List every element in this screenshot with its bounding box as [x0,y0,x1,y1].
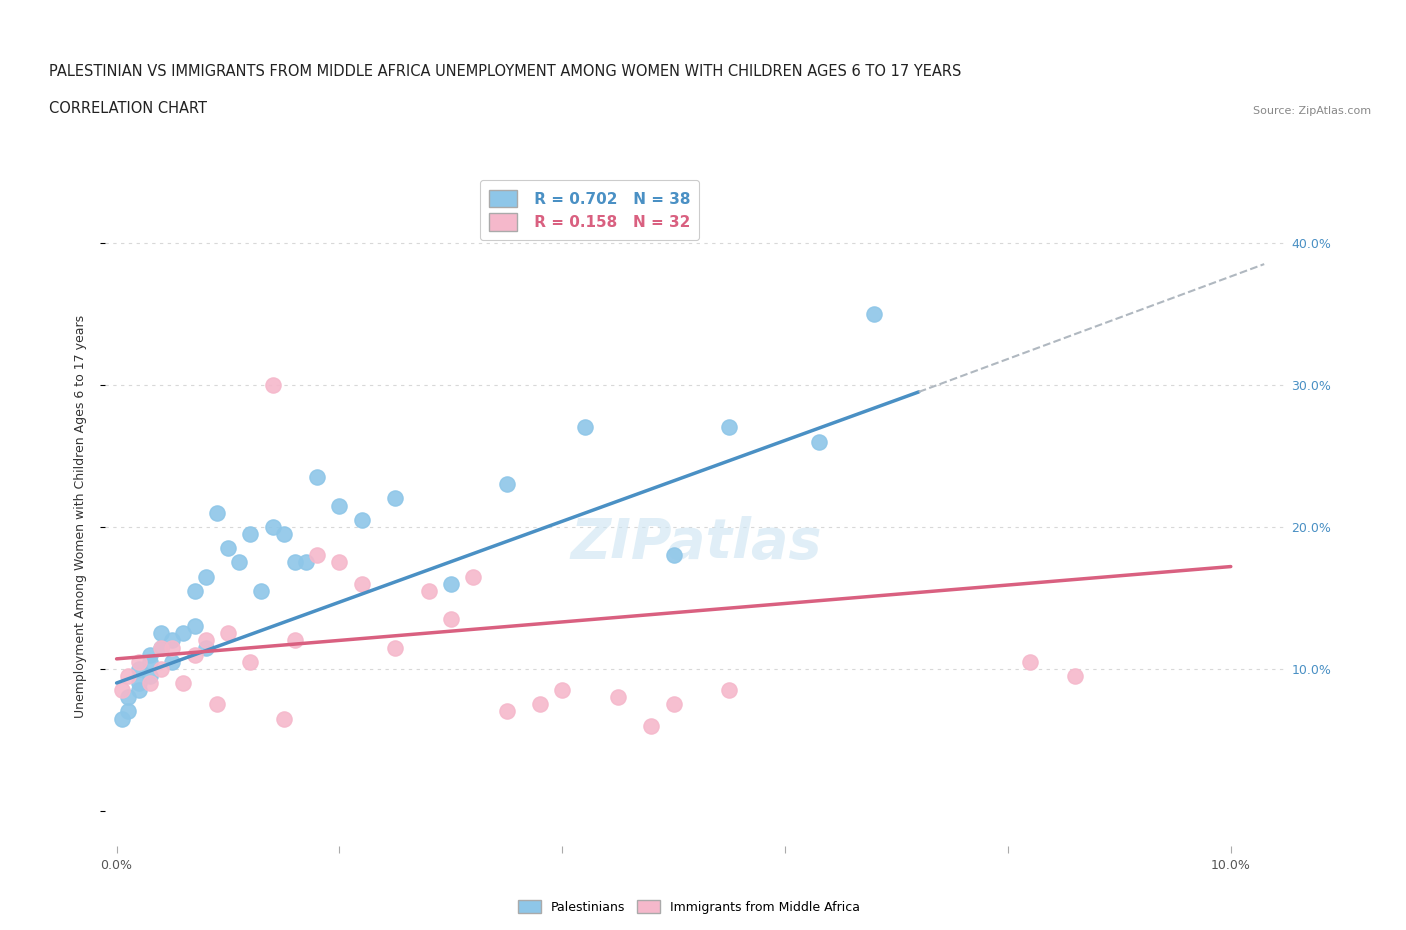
Point [662,697,685,711]
Point [194,640,217,655]
Text: CORRELATION CHART: CORRELATION CHART [49,101,207,116]
Point [217,540,239,555]
Point [150,626,173,641]
Point [495,477,517,492]
Point [273,526,295,541]
Point [250,583,273,598]
Point [1019,655,1042,670]
Text: Source: ZipAtlas.com: Source: ZipAtlas.com [1253,106,1371,116]
Legend:  R = 0.702   N = 38,  R = 0.158   N = 32: R = 0.702 N = 38, R = 0.158 N = 32 [479,180,699,240]
Point [162,633,184,648]
Point [150,661,173,676]
Point [205,505,228,520]
Point [284,633,307,648]
Point [172,626,194,641]
Point [328,498,350,513]
Point [273,711,295,726]
Point [350,512,373,527]
Point [239,526,262,541]
Point [440,577,463,591]
Point [150,640,173,655]
Point [128,655,150,670]
Point [463,569,485,584]
Point [117,690,139,705]
Legend: Palestinians, Immigrants from Middle Africa: Palestinians, Immigrants from Middle Afr… [513,896,865,919]
Point [239,655,262,670]
Point [284,555,307,570]
Point [495,704,517,719]
Y-axis label: Unemployment Among Women with Children Ages 6 to 17 years: Unemployment Among Women with Children A… [75,314,87,718]
Point [640,718,662,733]
Point [128,661,150,676]
Point [384,640,406,655]
Point [117,704,139,719]
Point [440,612,463,627]
Point [162,655,184,670]
Point [162,640,184,655]
Point [418,583,440,598]
Point [607,690,630,705]
Point [384,491,406,506]
Point [139,675,162,690]
Point [139,669,162,684]
Point [350,577,373,591]
Point [1063,669,1085,684]
Point [551,683,574,698]
Point [807,434,830,449]
Point [150,640,173,655]
Point [529,697,551,711]
Text: PALESTINIAN VS IMMIGRANTS FROM MIDDLE AFRICA UNEMPLOYMENT AMONG WOMEN WITH CHILD: PALESTINIAN VS IMMIGRANTS FROM MIDDLE AF… [49,64,962,79]
Text: ZIPatlas: ZIPatlas [571,515,821,569]
Point [139,647,162,662]
Point [111,711,134,726]
Point [295,555,318,570]
Point [194,569,217,584]
Point [718,683,741,698]
Point [307,548,329,563]
Point [262,519,284,534]
Point [183,583,205,598]
Point [574,420,596,435]
Point [139,655,162,670]
Point [172,675,194,690]
Point [183,618,205,633]
Point [183,647,205,662]
Point [111,683,134,698]
Point [217,626,239,641]
Point [228,555,250,570]
Point [117,669,139,684]
Point [128,675,150,690]
Point [718,420,741,435]
Point [307,470,329,485]
Point [205,697,228,711]
Point [128,683,150,698]
Point [328,555,350,570]
Point [194,633,217,648]
Point [863,306,886,321]
Point [262,378,284,392]
Point [662,548,685,563]
